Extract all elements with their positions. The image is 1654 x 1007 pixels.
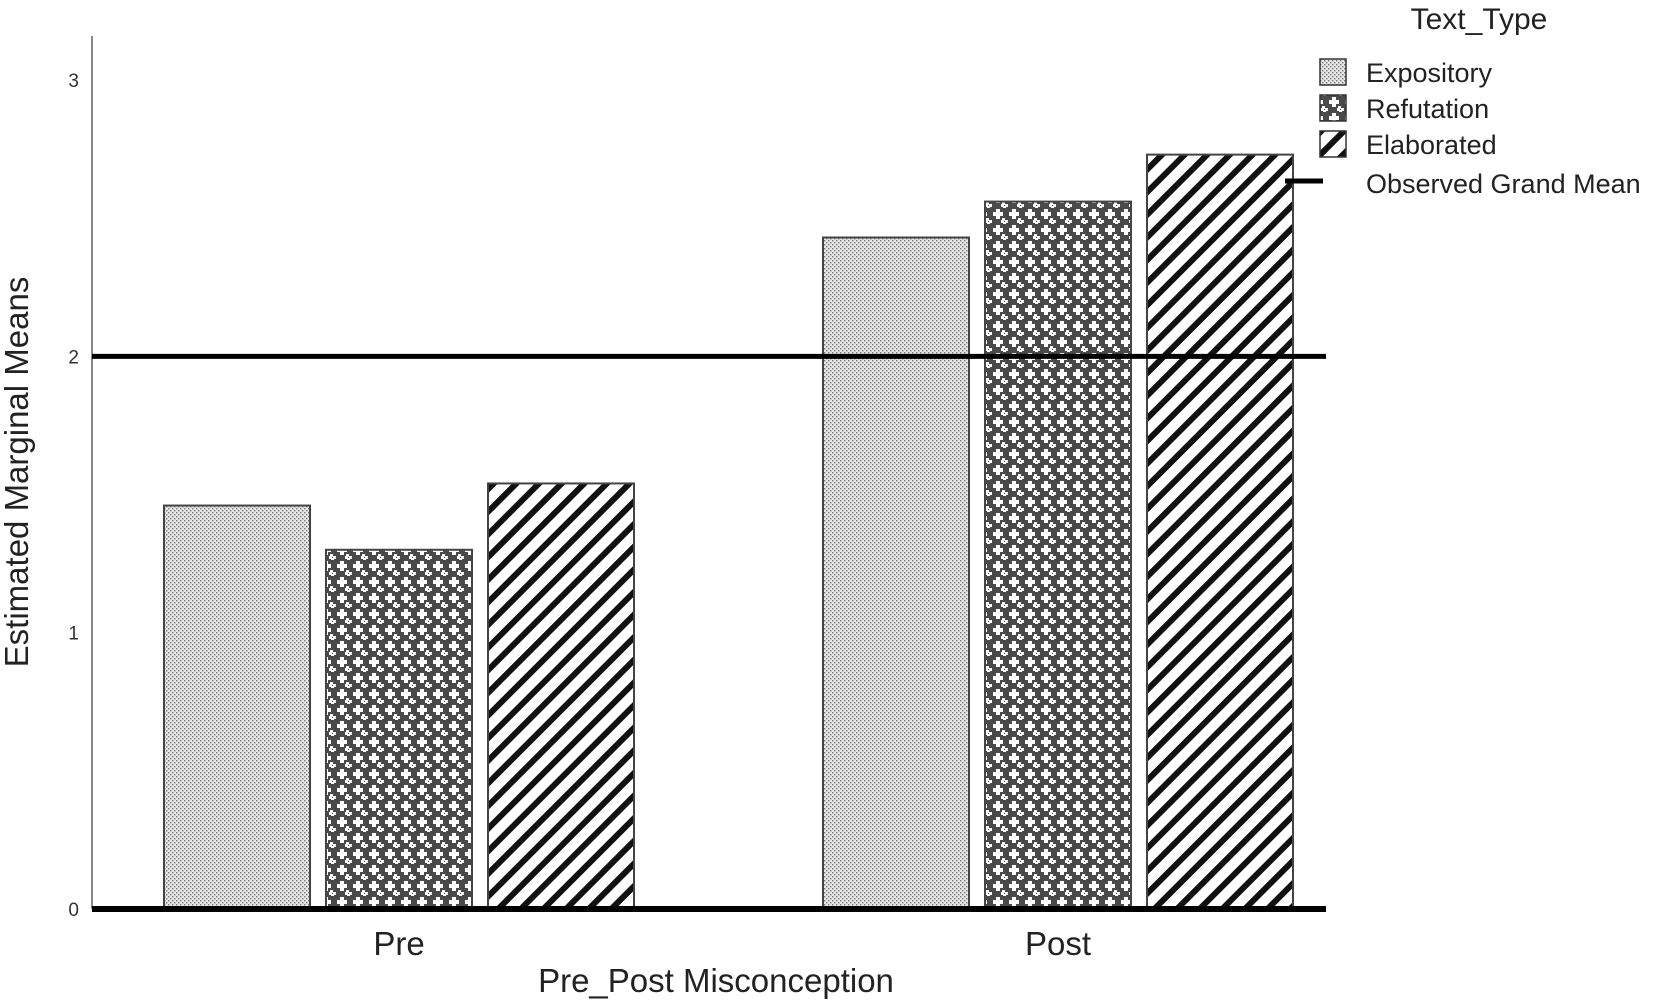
x-category-label: Pre — [373, 925, 424, 962]
legend-swatch-elaborated — [1319, 130, 1347, 158]
legend-title: Text_Type — [1411, 3, 1548, 36]
y-tick-label: 2 — [68, 347, 79, 368]
x-axis-title: Pre_Post Misconception — [538, 962, 894, 999]
legend: Text_Type Expository Refutation Elaborated… — [1285, 3, 1641, 199]
bars — [163, 153, 1294, 911]
y-tick-label: 1 — [68, 624, 79, 645]
legend-label-refutation: Refutation — [1366, 94, 1489, 124]
bar-elaborated-post — [1146, 153, 1294, 911]
legend-label-elaborated: Elaborated — [1366, 130, 1497, 160]
legend-grand-mean-label: Observed Grand Mean — [1366, 169, 1641, 199]
y-tick-label: 0 — [68, 900, 79, 921]
legend-swatch-expository — [1319, 58, 1347, 86]
bar-expository-post — [822, 236, 970, 910]
y-axis-ticks: 0 1 2 3 — [68, 71, 79, 921]
bar-expository-pre — [163, 504, 311, 910]
legend-items: Expository Refutation Elaborated — [1319, 58, 1497, 160]
legend-swatch-refutation — [1319, 94, 1347, 122]
legend-label-expository: Expository — [1366, 58, 1493, 88]
bar-elaborated-pre — [487, 482, 635, 910]
y-tick-label: 3 — [68, 71, 79, 92]
x-category-label: Post — [1025, 925, 1091, 962]
bar-refutation-pre — [325, 548, 473, 910]
y-axis-title: Estimated Marginal Means — [0, 277, 35, 668]
plot-area: 0 1 2 3 Pre Post — [68, 36, 1326, 962]
bar-refutation-post — [984, 200, 1132, 910]
x-axis-category-labels: Pre Post — [373, 925, 1091, 962]
